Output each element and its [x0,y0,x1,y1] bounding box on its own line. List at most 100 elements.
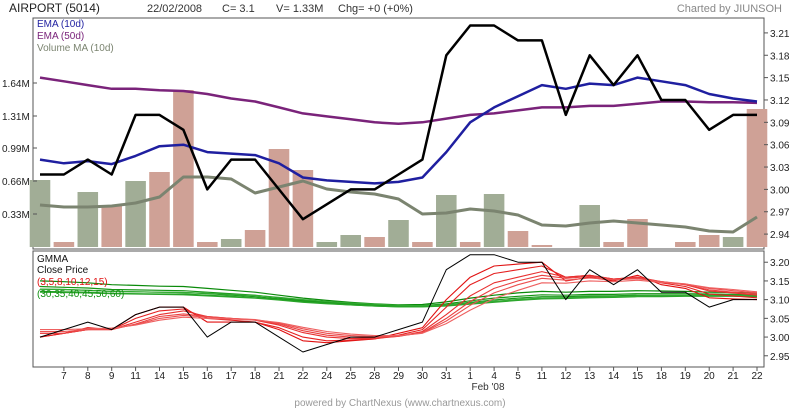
volume-bar [746,109,768,247]
volume-bar [244,230,266,247]
volume-bar [388,220,409,247]
volume-bar [77,192,99,247]
x-tick-label: 19 [680,371,692,382]
x-tick-label: 24 [321,371,333,382]
x-tick-label: 18 [250,371,262,382]
symbol-label: AIRPORT (5014) [9,1,100,15]
volume-bar [220,239,242,247]
x-tick-label: 14 [154,371,166,382]
x-tick-label: 29 [393,371,405,382]
legend-ema50: EMA (50d) [37,31,84,42]
ema50-line [39,76,758,126]
volume-bar [364,237,385,247]
volume-bar [125,181,146,247]
volume-bar [722,237,744,247]
x-tick-label: 20 [704,371,716,382]
gmma-tick-label: 3.10 [770,296,790,307]
x-tick-label: 1 [467,371,473,382]
volume-bar [436,195,457,247]
volume-tick-label: 0.66M [2,177,30,188]
close-price-line [40,24,757,221]
x-tick-label: 28 [369,371,381,382]
volume-bar [29,180,51,247]
x-tick-label: 22 [297,371,309,382]
legend-ema10: EMA (10d) [37,19,84,30]
gmma-tick-label: 3.20 [770,258,790,269]
gmma-legend-short: (3,5,8,10,12,15) [37,277,108,288]
volume-bar [698,235,720,247]
gmma-tick-label: 3.00 [770,333,790,344]
volume-bar [531,245,553,247]
x-tick-label: 21 [728,371,740,382]
volume-bar [507,231,529,247]
volume-bar [603,242,624,247]
volume-tick-label: 0.99M [2,144,30,155]
volume-tick-label: 1.64M [2,79,30,90]
gmma-long-ema-line [39,291,758,308]
x-tick-label: 15 [178,371,190,382]
price-tick-label: 3.18 [770,51,790,62]
price-tick-label: 2.97 [770,208,790,219]
volume-bar [292,170,314,247]
x-tick-label: 5 [515,371,521,382]
x-tick-label: 21 [273,371,285,382]
volume-bar [579,205,600,247]
gmma-tick-label: 2.95 [770,352,790,363]
volume-bar [101,205,122,247]
volume-bar [340,235,361,247]
x-tick-label: 13 [584,371,596,382]
volume-bar [627,219,648,247]
gmma-panel-frame [32,250,765,368]
x-tick-label: 7 [61,371,67,382]
price-tick-label: 3.12 [770,96,790,107]
gmma-legend-close: Close Price [37,265,89,276]
x-tick-label: 18 [656,371,668,382]
x-tick-label: 14 [608,371,620,382]
gmma-tick-label: 3.05 [770,314,790,325]
x-tick-label: 12 [560,371,572,382]
volume-bar [459,242,481,247]
x-tick-label: 31 [441,371,453,382]
x-tick-label: 4 [491,371,497,382]
gmma-tick-label: 3.15 [770,277,790,288]
x-tick-label: 16 [202,371,214,382]
x-group-label: Feb '08 [471,382,504,393]
volume-bar [483,194,505,247]
x-tick-label: 25 [345,371,357,382]
x-tick-label: 8 [85,371,91,382]
x-tick-label: 17 [226,371,238,382]
volume-label: V= 1.33M [276,3,323,15]
volume-bar [316,242,338,247]
close-label: C= 3.1 [222,3,255,15]
price-tick-label: 3.09 [770,118,790,129]
volume-bar [197,242,218,247]
volume-bar [675,242,696,247]
x-tick-label: 9 [109,371,115,382]
ema10-line [39,76,758,185]
x-tick-label: 30 [417,371,429,382]
volume-tick-label: 1.31M [2,112,30,123]
change-label: Chg= +0 (+0%) [338,3,413,15]
volume-bar [149,172,170,247]
volume-bar [173,90,194,247]
price-tick-label: 3.15 [770,74,790,85]
gmma-title: GMMA [37,254,68,265]
legend-volume-ma: Volume MA (10d) [37,43,114,54]
gmma-legend-long: (30,35,40,45,50,60) [37,289,124,300]
volume-tick-label: 0.33M [2,210,30,221]
x-tick-label: 11 [537,371,548,382]
volume-bar [53,242,75,247]
date-label: 22/02/2008 [147,3,202,15]
price-tick-label: 3.00 [770,185,790,196]
price-tick-label: 3.03 [770,163,790,174]
price-tick-label: 3.06 [770,141,790,152]
x-tick-label: 22 [751,371,763,382]
gmma-short-ema-line [40,279,758,337]
gmma-long-ema-line [39,288,757,307]
volume-ma-line [39,175,758,234]
price-tick-label: 2.94 [770,230,790,241]
volume-bar [268,149,290,247]
credit-label: Charted by JIUNSOH [677,3,782,15]
volume-bar [412,242,433,247]
